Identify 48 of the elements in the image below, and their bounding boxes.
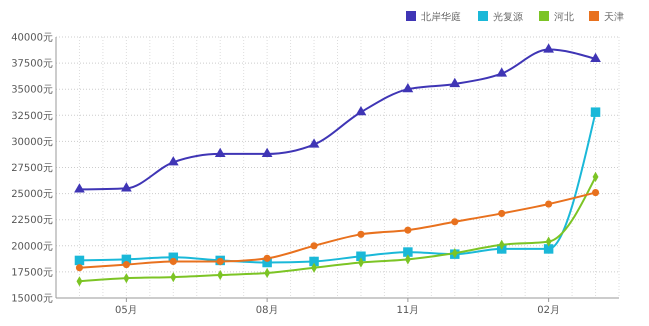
x-tick-label: 11月 bbox=[396, 305, 420, 316]
point bbox=[496, 67, 508, 77]
point bbox=[262, 148, 272, 158]
legend-label: 北岸华庭 bbox=[421, 11, 461, 23]
point bbox=[214, 148, 226, 158]
point bbox=[74, 256, 84, 266]
point bbox=[74, 183, 85, 193]
point bbox=[545, 200, 552, 208]
point bbox=[121, 182, 132, 192]
point bbox=[357, 230, 365, 238]
point bbox=[590, 52, 601, 62]
y-tick-label: 20000元 bbox=[11, 241, 53, 252]
y-tick-label: 35000元 bbox=[11, 84, 53, 96]
y-tick-label: 37500元 bbox=[11, 58, 53, 70]
y-tick-label: 27500元 bbox=[11, 163, 53, 174]
legend-label: 光复源 bbox=[493, 11, 523, 23]
point bbox=[76, 264, 84, 272]
point bbox=[592, 188, 600, 196]
point bbox=[310, 242, 318, 250]
x-tick-label: 05月 bbox=[115, 305, 138, 316]
point bbox=[168, 156, 179, 166]
point bbox=[451, 218, 458, 226]
point bbox=[122, 261, 130, 268]
y-tick-label: 15000元 bbox=[11, 294, 53, 304]
legend-label: 天津 bbox=[604, 11, 624, 23]
point bbox=[356, 251, 366, 261]
point bbox=[264, 254, 271, 262]
point bbox=[498, 210, 506, 217]
x-tick-label: 02月 bbox=[537, 305, 560, 316]
point bbox=[543, 43, 554, 53]
y-tick-label: 22500元 bbox=[11, 215, 53, 226]
point bbox=[402, 82, 414, 92]
y-tick-label: 40000元 bbox=[11, 32, 53, 44]
y-tick-label: 25000元 bbox=[11, 189, 53, 200]
point bbox=[308, 138, 320, 148]
point bbox=[544, 244, 554, 254]
point bbox=[590, 107, 600, 117]
legend-label: 河北 bbox=[554, 11, 574, 23]
point bbox=[170, 258, 177, 266]
point bbox=[356, 106, 366, 116]
point bbox=[309, 256, 319, 266]
point bbox=[404, 226, 412, 234]
y-tick-label: 17500元 bbox=[11, 267, 53, 278]
y-tick-label: 32500元 bbox=[11, 110, 53, 122]
y-tick-label: 30000元 bbox=[11, 136, 53, 148]
point bbox=[449, 78, 460, 88]
x-tick-label: 08月 bbox=[256, 305, 278, 316]
point bbox=[403, 247, 413, 257]
